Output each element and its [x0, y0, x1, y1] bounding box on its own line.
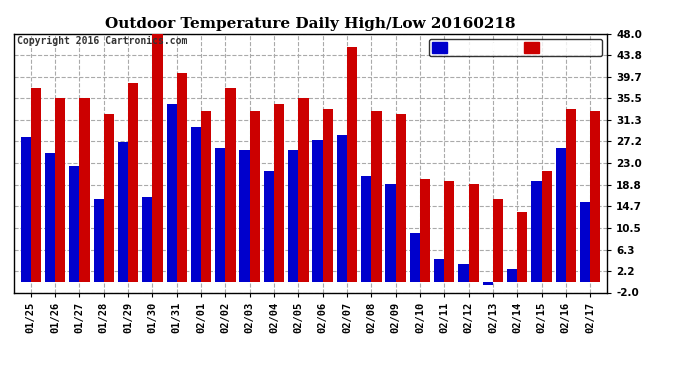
Bar — [128, 83, 138, 282]
Bar — [395, 114, 406, 282]
Bar — [458, 264, 469, 282]
Bar — [566, 109, 576, 282]
Bar — [201, 111, 211, 282]
Bar — [69, 166, 79, 282]
Bar — [177, 73, 187, 282]
Bar — [469, 184, 479, 282]
Bar — [55, 99, 66, 282]
Bar — [31, 88, 41, 282]
Bar — [531, 181, 542, 282]
Bar — [250, 111, 260, 282]
Bar — [420, 178, 430, 282]
Bar — [555, 148, 566, 282]
Title: Outdoor Temperature Daily High/Low 20160218: Outdoor Temperature Daily High/Low 20160… — [105, 17, 516, 31]
Bar — [79, 99, 90, 282]
Bar — [215, 148, 226, 282]
Bar — [444, 181, 455, 282]
Bar — [518, 212, 527, 282]
Bar — [226, 88, 235, 282]
Bar — [483, 282, 493, 285]
Bar — [118, 142, 128, 282]
Bar — [580, 202, 590, 282]
Bar — [264, 171, 274, 282]
Bar — [410, 233, 420, 282]
Text: Copyright 2016 Cartronics.com: Copyright 2016 Cartronics.com — [17, 36, 187, 46]
Bar — [191, 127, 201, 282]
Bar — [313, 140, 323, 282]
Bar — [288, 150, 298, 282]
Bar — [45, 153, 55, 282]
Bar — [590, 111, 600, 282]
Bar — [493, 200, 503, 282]
Bar — [386, 184, 395, 282]
Bar — [94, 200, 104, 282]
Bar — [361, 176, 371, 282]
Bar — [274, 104, 284, 282]
Bar — [142, 197, 152, 282]
Bar — [166, 104, 177, 282]
Bar — [323, 109, 333, 282]
Bar — [347, 47, 357, 282]
Bar — [507, 269, 518, 282]
Legend: Low  (°F), High  (°F): Low (°F), High (°F) — [428, 39, 602, 56]
Bar — [239, 150, 250, 282]
Bar — [104, 114, 114, 282]
Bar — [152, 34, 163, 282]
Bar — [298, 99, 308, 282]
Bar — [434, 259, 444, 282]
Bar — [542, 171, 552, 282]
Bar — [21, 137, 31, 282]
Bar — [371, 111, 382, 282]
Bar — [337, 135, 347, 282]
